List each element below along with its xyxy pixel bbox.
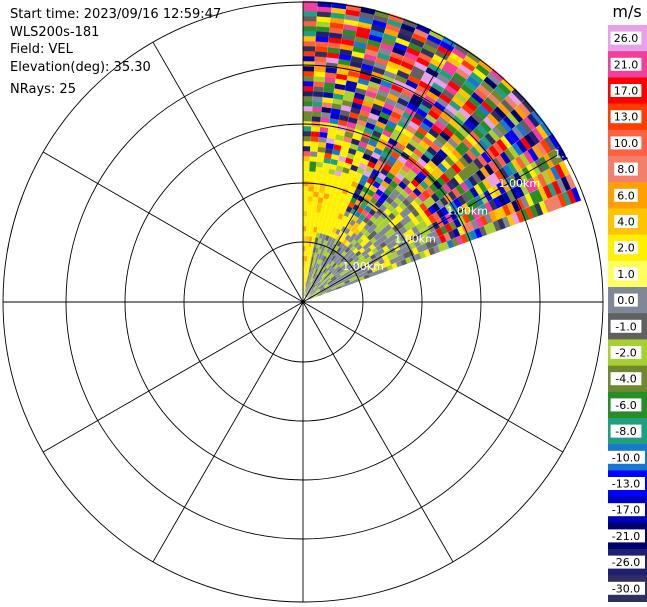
colorbar-tick-label: -10.0 [612, 451, 640, 464]
radial-spoke [42, 301, 304, 453]
colorbar-tick-label: -4.0 [615, 373, 636, 386]
start-time-label: Start time: 2023/09/16 12:59:47 [10, 7, 222, 22]
colorbar-tick-label: 26.0 [614, 32, 639, 45]
colorbar-tick-label: -2.0 [615, 347, 636, 360]
colorbar-tick-label: 6.0 [617, 189, 635, 202]
radial-spoke [302, 151, 564, 303]
colorbar-tick-bg [607, 555, 645, 569]
radial-spoke [152, 301, 304, 563]
instrument-label: WLS200s-181 [10, 24, 100, 40]
colorbar-tick-label: -13.0 [612, 478, 640, 491]
colorbar-tick-bg [614, 241, 638, 255]
colorbar-tick-label: 2.0 [617, 242, 635, 255]
colorbar-tick-label: 21.0 [614, 58, 639, 71]
ppi-plot: 1.00km 1.00km 1.00km 1.00km 1.00km [2, 0, 604, 603]
colorbar-tick-label: 4.0 [617, 216, 635, 229]
colorbar-tick-label: -6.0 [615, 399, 636, 412]
radial-spoke [42, 151, 304, 303]
range-ring-label: 1.00km [446, 205, 488, 218]
radial-spoke [302, 301, 564, 453]
range-ring-labels: 1.00km 1.00km 1.00km 1.00km 1.00km [342, 147, 595, 273]
colorbar-tick-label: 8.0 [617, 163, 635, 176]
colorbar-tick-bg [607, 529, 645, 543]
colorbar-tick-label: 13.0 [614, 111, 639, 124]
range-ring-label: 1.00km [554, 147, 596, 160]
colorbar-tick-bg [610, 424, 642, 438]
colorbar-tick-bg [610, 319, 642, 333]
colorbar-tick-bg [610, 84, 642, 97]
colorbar-tick-bg [610, 57, 642, 71]
colorbar-tick-bg [610, 346, 642, 359]
nrays-label: NRays: 25 [10, 82, 76, 97]
colorbar-tick-bg [607, 503, 645, 517]
range-ring-label: 1.00km [394, 232, 436, 245]
colorbar-tick-bg [614, 162, 638, 176]
colorbar-tick-label: -30.0 [612, 582, 640, 595]
colorbar-tick-bg [610, 136, 642, 150]
colorbar-tick-label: 0.0 [617, 294, 635, 307]
range-grid [2, 1, 604, 603]
colorbar-tick-label: -17.0 [612, 504, 640, 517]
colorbar-tick-bg [607, 477, 645, 490]
colorbar-tick-label: -21.0 [612, 530, 640, 543]
colorbar-tick-bg [610, 398, 642, 412]
elevation-label: Elevation(deg): 35.30 [10, 59, 151, 75]
colorbar-tick-bg [614, 215, 638, 228]
radial-spoke [152, 41, 304, 303]
colorbar-tick-label: -1.0 [615, 320, 636, 333]
colorbar-tick-label: -26.0 [612, 556, 640, 569]
colorbar-tick-label: 10.0 [614, 137, 639, 150]
field-label: Field: VEL [10, 42, 73, 57]
colorbar-tick-bg [614, 267, 638, 281]
colorbar-tick-bg [610, 110, 642, 124]
info-panel: Start time: 2023/09/16 12:59:47 WLS200s-… [10, 6, 221, 99]
colorbar-tick-bg [607, 450, 645, 464]
colorbar-title: m/s [612, 2, 641, 21]
range-ring-label: 1.00km [499, 177, 541, 190]
colorbar-tick-bg [614, 188, 638, 202]
radial-spoke [302, 41, 454, 303]
colorbar-tick-label: -8.0 [615, 425, 636, 438]
colorbar-tick-bg [614, 293, 638, 307]
velocity-sector [302, 0, 582, 303]
colorbar-tick-bg [610, 372, 642, 386]
velocity-gate [555, 145, 569, 162]
ray-gap [302, 200, 582, 303]
colorbar-tick-label: 17.0 [614, 85, 639, 98]
radial-spoke [302, 301, 454, 563]
range-ring-label: 1.00km [342, 260, 384, 273]
colorbar-tick-label: 1.0 [617, 268, 635, 281]
colorbar-tick-bg [607, 581, 645, 595]
colorbar-tick-bg [610, 31, 642, 45]
